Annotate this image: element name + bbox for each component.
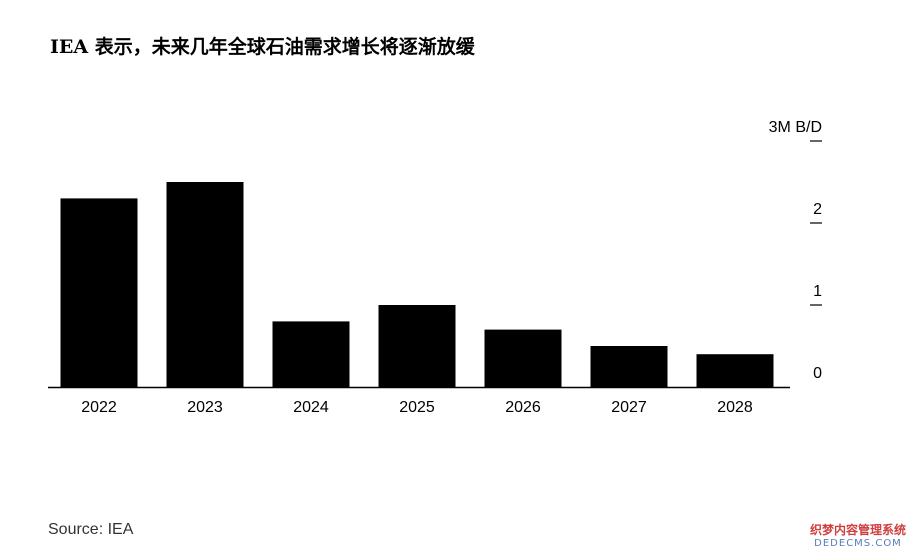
watermark-line-2: DEDECMS.COM xyxy=(814,537,902,549)
bar-2027 xyxy=(590,346,668,387)
watermark-logo: 织梦内容管理系统 DEDECMS.COM xyxy=(809,522,906,549)
bar-2026 xyxy=(484,329,562,387)
chart-title: IEA 表示，未来几年全球石油需求增长将逐渐放缓 xyxy=(50,36,475,58)
x-tick-label-2028: 2028 xyxy=(717,399,753,416)
watermark-line-1: 织梦内容管理系统 xyxy=(809,522,906,537)
x-tick-label-2023: 2023 xyxy=(187,399,223,416)
y-tick-label-0: 0 xyxy=(813,365,822,382)
source-note: Source: IEA xyxy=(48,521,134,538)
bar-2024 xyxy=(272,321,350,387)
x-tick-label-2025: 2025 xyxy=(399,399,435,416)
x-tick-label-2026: 2026 xyxy=(505,399,541,416)
x-tick-label-2027: 2027 xyxy=(611,399,647,416)
bar-2022 xyxy=(60,198,138,387)
bar-2028 xyxy=(696,354,774,387)
x-tick-label-2024: 2024 xyxy=(293,399,329,416)
y-tick-label-1: 1 xyxy=(813,283,822,300)
bar-2025 xyxy=(378,305,456,387)
y-tick-label-3: 3M B/D xyxy=(769,119,822,136)
y-axis: 0 1 2 3M B/D xyxy=(769,119,822,382)
x-tick-label-2022: 2022 xyxy=(81,399,117,416)
y-tick-label-2: 2 xyxy=(813,201,822,218)
bars-layer xyxy=(60,182,774,387)
bar-2023 xyxy=(166,182,244,387)
x-tick-labels: 2022 2023 2024 2025 2026 2027 2028 xyxy=(81,399,753,416)
